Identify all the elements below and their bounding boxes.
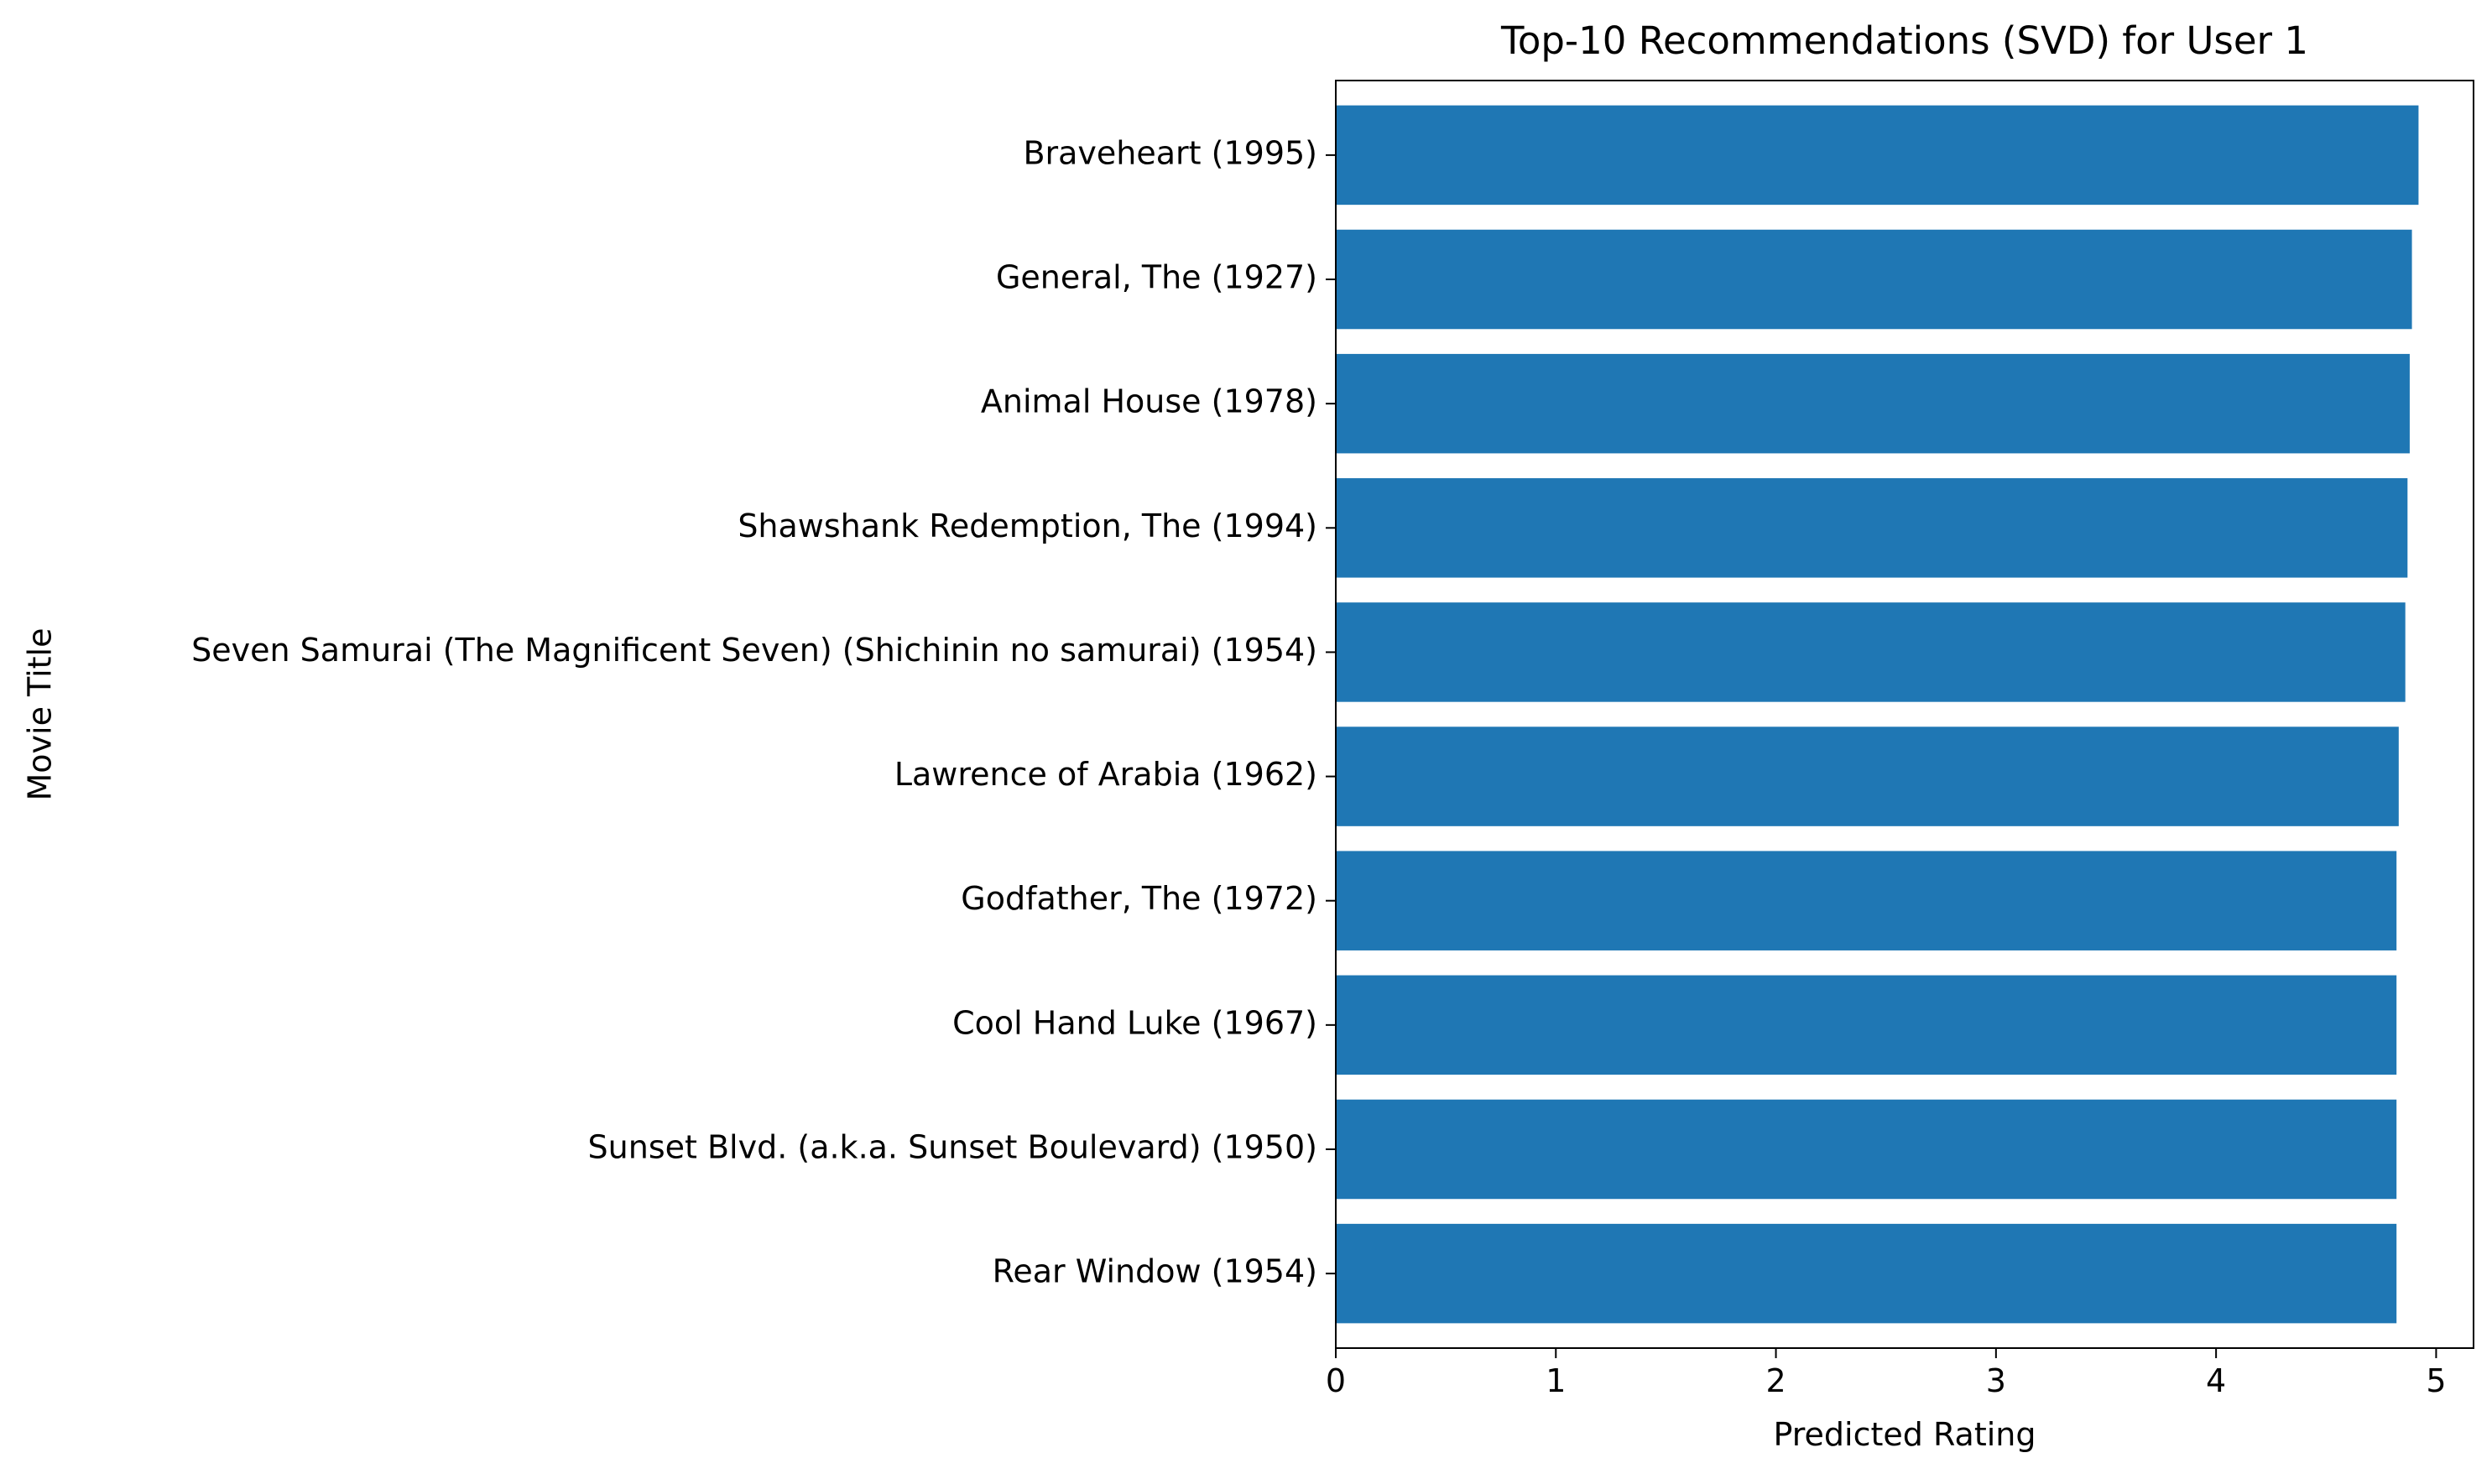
- x-tick-label: 1: [1546, 1362, 1566, 1399]
- x-tick-label: 3: [1986, 1362, 2006, 1399]
- bar: [1336, 1223, 2397, 1324]
- y-tick-label: Godfather, The (1972): [961, 880, 1317, 917]
- axes-layer: [1326, 80, 2474, 1358]
- bar: [1336, 353, 2410, 454]
- y-tick-label: General, The (1927): [996, 259, 1317, 296]
- bars-layer: [1336, 105, 2419, 1324]
- x-tick-label: 5: [2426, 1362, 2446, 1399]
- bar: [1336, 1099, 2397, 1200]
- y-tick-label: Animal House (1978): [981, 383, 1317, 420]
- bar: [1336, 602, 2406, 702]
- y-tick-label: Cool Hand Luke (1967): [952, 1004, 1317, 1041]
- bar: [1336, 851, 2397, 950]
- y-tick-label: Sunset Blvd. (a.k.a. Sunset Boulevard) (…: [588, 1128, 1317, 1165]
- x-tick-label: 4: [2206, 1362, 2226, 1399]
- x-tick-label: 0: [1326, 1362, 1346, 1399]
- text-layer: Top-10 Recommendations (SVD) for User 1 …: [22, 18, 2447, 1453]
- plot-frame: [1335, 80, 2474, 1349]
- bar: [1336, 726, 2399, 826]
- bar: [1336, 975, 2397, 1075]
- chart-title: Top-10 Recommendations (SVD) for User 1: [1500, 18, 2308, 63]
- x-axis-label: Predicted Rating: [1774, 1416, 2036, 1453]
- bar: [1336, 229, 2412, 330]
- x-tick-label: 2: [1765, 1362, 1786, 1399]
- y-tick-label: Shawshank Redemption, The (1994): [738, 508, 1317, 544]
- y-tick-label: Braveheart (1995): [1023, 134, 1317, 171]
- y-tick-label: Lawrence of Arabia (1962): [894, 756, 1317, 793]
- y-axis-label: Movie Title: [22, 628, 59, 801]
- y-tick-label: Seven Samurai (The Magnificent Seven) (S…: [191, 632, 1317, 669]
- bar: [1336, 478, 2408, 578]
- bar: [1336, 105, 2419, 206]
- y-tick-label: Rear Window (1954): [993, 1253, 1317, 1290]
